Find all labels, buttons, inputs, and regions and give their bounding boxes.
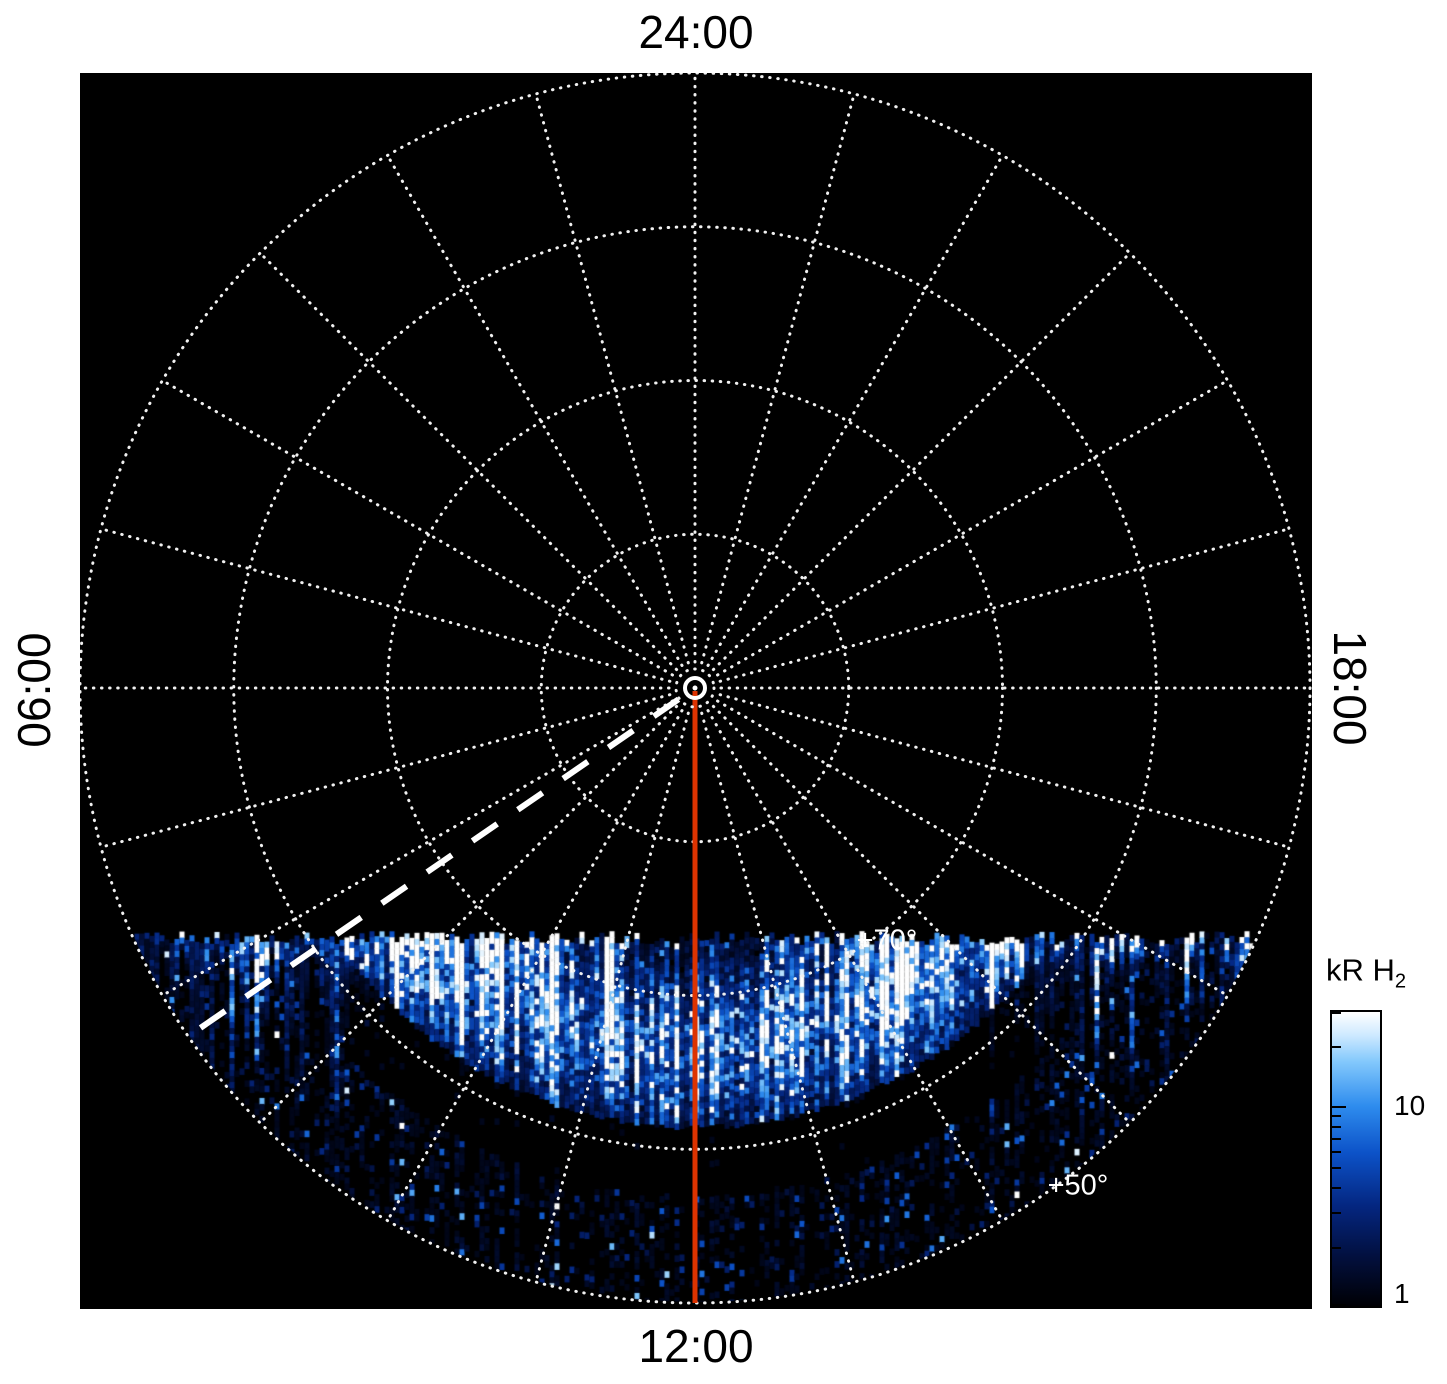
colorbar-title-subscript: 2 <box>1394 970 1407 993</box>
grid-spoke <box>160 699 674 997</box>
grid-spoke <box>716 379 1230 677</box>
colorbar-major-tick <box>1332 1304 1346 1306</box>
grid-spoke <box>99 527 672 683</box>
grid-circle-70 <box>386 379 1004 997</box>
grid-spoke <box>160 379 674 677</box>
grid-spoke <box>386 709 684 1223</box>
grid-spoke <box>711 251 1132 672</box>
grid-circle-60 <box>232 225 1158 1151</box>
latitude-label-70: +70° <box>856 924 918 957</box>
colorbar-gradient <box>1330 1010 1382 1308</box>
colorbar-minor-tick <box>1332 1151 1341 1153</box>
grid-spoke <box>534 92 690 665</box>
mlt-label-0600: 06:00 <box>8 632 60 748</box>
colorbar-minor-tick <box>1332 1012 1341 1014</box>
colorbar-minor-tick <box>1332 1115 1341 1118</box>
colorbar-minor-tick <box>1332 1137 1341 1140</box>
pole-dot-icon <box>692 685 698 691</box>
grid-spoke <box>99 693 672 849</box>
grid-circle-50 <box>80 73 1312 1305</box>
grid-spoke <box>258 704 679 1125</box>
colorbar-title: kR H2 <box>1326 952 1406 993</box>
dashed-guide-line <box>189 696 681 1037</box>
pole-ring-outer-icon <box>674 667 716 709</box>
mlt-label-1800: 18:00 <box>1324 630 1376 746</box>
grid-spoke <box>700 92 856 665</box>
polar-plot <box>80 73 1312 1309</box>
grid-spoke <box>700 711 856 1284</box>
grid-spoke <box>386 153 684 667</box>
pole-ring-icon <box>683 676 707 700</box>
polar-grid-overlay <box>80 73 1312 1305</box>
latitude-label-50: +50° <box>1047 1169 1109 1202</box>
grid-spoke <box>718 527 1291 683</box>
grid-spoke <box>711 704 1132 1125</box>
colorbar-major-tick <box>1332 1106 1346 1109</box>
colorbar-minor-tick <box>1332 1211 1341 1214</box>
grid-circle-80 <box>539 532 851 844</box>
colorbar-title-text: kR H <box>1325 952 1395 988</box>
colorbar-minor-tick <box>1332 1045 1341 1048</box>
grid-spoke <box>716 699 1230 997</box>
colorbar-minor-tick <box>1332 1186 1341 1189</box>
colorbar-minor-tick <box>1332 1166 1341 1169</box>
colorbar-minor-tick <box>1332 1125 1341 1128</box>
grid-spoke <box>718 693 1291 849</box>
colorbar-minor-tick <box>1332 1247 1341 1250</box>
colorbar-tick-label: 1 <box>1394 1278 1410 1309</box>
mlt-label-2400: 24:00 <box>638 6 754 58</box>
colorbar-tick-label: 10 <box>1394 1090 1426 1122</box>
grid-spoke <box>706 709 1004 1223</box>
grid-spoke <box>534 711 690 1284</box>
grid-spoke <box>706 153 1004 667</box>
grid-spoke <box>258 251 679 672</box>
mlt-label-1200: 12:00 <box>638 1320 754 1372</box>
